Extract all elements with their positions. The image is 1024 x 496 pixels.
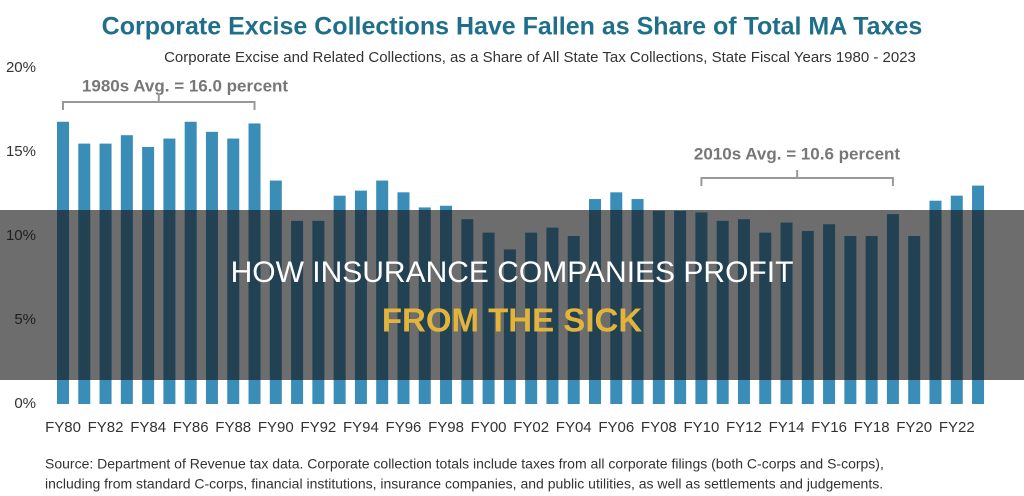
x-tick-label: FY92 [300, 419, 336, 436]
bracket [62, 94, 256, 110]
chart-title: Corporate Excise Collections Have Fallen… [102, 13, 923, 41]
bracket [700, 170, 894, 186]
x-tick-label: FY86 [173, 419, 209, 436]
source-note: Source: Department of Revenue tax data. … [45, 456, 884, 472]
overlay-subtitle: FROM THE SICK [382, 302, 642, 339]
x-tick-label: FY08 [641, 419, 677, 436]
x-tick-label: FY06 [598, 419, 634, 436]
x-tick-label: FY98 [428, 419, 464, 436]
y-tick-label: 15% [6, 143, 36, 160]
overlay-banner [0, 210, 1024, 380]
chart-subtitle: Corporate Excise and Related Collections… [164, 49, 916, 66]
x-tick-label: FY82 [88, 419, 124, 436]
x-tick-label: FY96 [386, 419, 422, 436]
x-tick-label: FY20 [896, 419, 932, 436]
annotation: 2010s Avg. = 10.6 percent [694, 144, 901, 163]
x-tick-label: FY90 [258, 419, 294, 436]
x-tick-label: FY12 [726, 419, 762, 436]
overlay-title: HOW INSURANCE COMPANIES PROFIT [231, 256, 794, 289]
y-tick-label: 0% [14, 395, 36, 412]
x-tick-label: FY18 [854, 419, 890, 436]
x-tick-label: FY88 [215, 419, 251, 436]
x-tick-label: FY80 [45, 419, 81, 436]
source-note: including from standard C-corps, financi… [45, 476, 883, 492]
x-tick-label: FY16 [811, 419, 847, 436]
x-tick-label: FY84 [130, 419, 166, 436]
y-tick-label: 20% [6, 59, 36, 76]
x-tick-label: FY02 [513, 419, 549, 436]
x-tick-label: FY00 [471, 419, 507, 436]
x-tick-label: FY22 [939, 419, 975, 436]
annotation: 1980s Avg. = 16.0 percent [82, 76, 289, 95]
x-tick-label: FY10 [683, 419, 719, 436]
x-tick-label: FY94 [343, 419, 379, 436]
x-tick-label: FY04 [556, 419, 592, 436]
x-tick-label: FY14 [769, 419, 805, 436]
